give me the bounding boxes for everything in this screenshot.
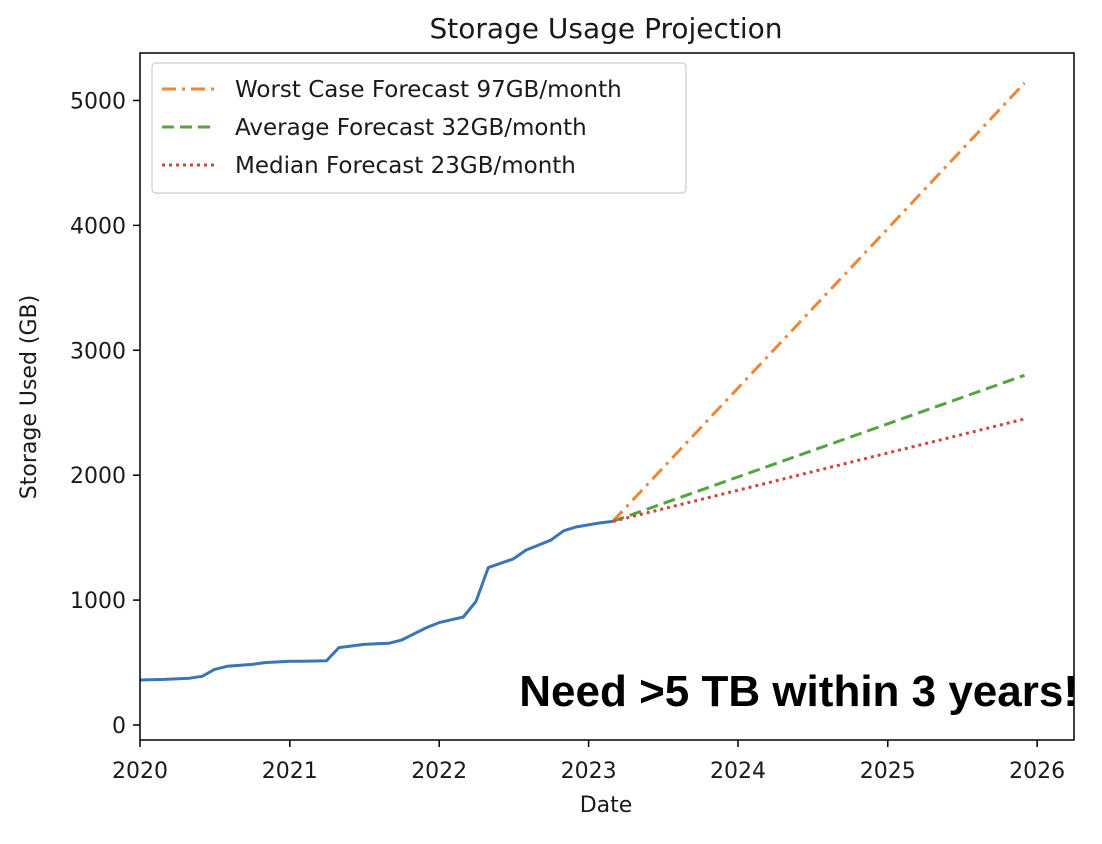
y-tick-label: 0: [112, 714, 126, 739]
plot-frame: [139, 52, 1075, 741]
x-tick-label: 2022: [411, 759, 467, 784]
legend: Worst Case Forecast 97GB/month Average Fo…: [151, 62, 687, 194]
y-tick-label: 3000: [70, 339, 126, 364]
x-tick-label: 2025: [860, 759, 916, 784]
series-line-historical: [139, 519, 613, 682]
x-tick-label: 2024: [710, 759, 766, 784]
x-tick-label: 2020: [112, 759, 168, 784]
annotation-text: Need >5 TB within 3 years!: [519, 667, 1078, 716]
x-tick-label: 2021: [262, 759, 318, 784]
y-tick-label: 4000: [70, 214, 126, 239]
legend-box: [151, 62, 687, 194]
x-tick-label: 2026: [1009, 759, 1065, 784]
x-tick-label: 2023: [561, 759, 617, 784]
y-tick-label: 2000: [70, 464, 126, 489]
series-line-worst: [611, 81, 1026, 523]
y-tick-label: 1000: [70, 589, 126, 614]
legend-label: Average Forecast 32GB/month: [235, 115, 587, 141]
series-line-average: [612, 373, 1026, 523]
x-axis-label: Date: [580, 793, 633, 818]
series-line-median: [612, 417, 1025, 523]
y-axis-label: Storage Used (GB): [17, 295, 42, 499]
chart-title: Storage Usage Projection: [429, 12, 782, 45]
legend-label: Median Forecast 23GB/month: [235, 153, 576, 179]
legend-label: Worst Case Forecast 97GB/month: [235, 77, 622, 103]
y-tick-label: 5000: [70, 89, 126, 114]
